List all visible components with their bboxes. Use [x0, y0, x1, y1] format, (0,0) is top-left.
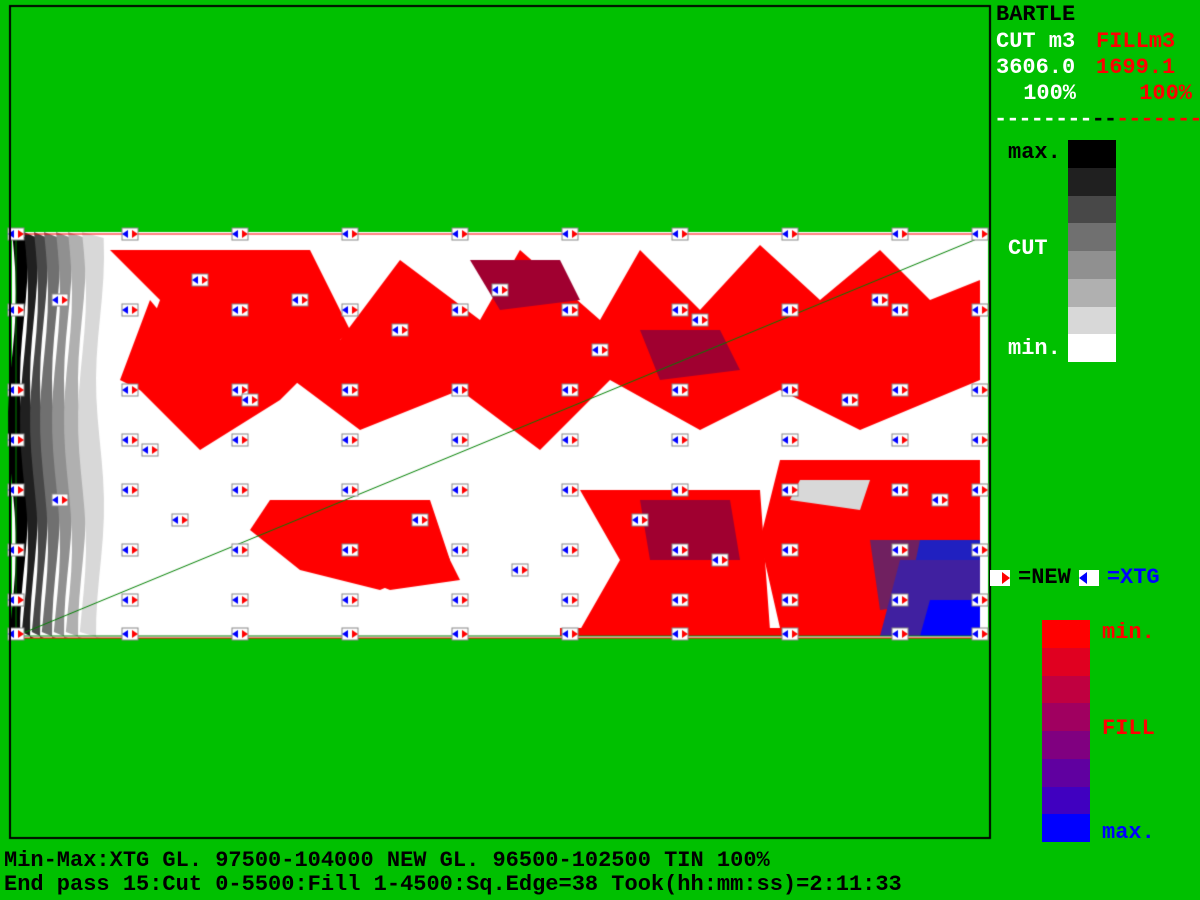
fill-scale-bar	[1042, 620, 1090, 842]
xtg-marker-icon	[1077, 568, 1101, 588]
cut-label: CUT m3	[996, 29, 1096, 55]
new-marker-icon	[988, 568, 1012, 588]
fill-percent: 100%	[1096, 81, 1196, 107]
fill-label: FILLm3	[1096, 29, 1175, 55]
cut-scale-max: max.	[1008, 140, 1061, 165]
cut-scale-bar	[1068, 140, 1116, 362]
fill-value: 1699.1	[1096, 55, 1175, 81]
cut-scale-min: min.	[1008, 336, 1061, 361]
xtg-marker-label: =XTG	[1107, 565, 1160, 590]
status-line-2: End pass 15:Cut 0-5500:Fill 1-4500:Sq.Ed…	[4, 872, 902, 897]
cut-scale-mid: CUT	[1008, 236, 1048, 261]
divider-dashes: -----------------	[992, 107, 1200, 132]
project-title: BARTLE	[992, 0, 1200, 29]
marker-legend: =NEW =XTG	[988, 565, 1160, 590]
cut-value: 3606.0	[996, 55, 1096, 81]
fill-scale-min: min.	[1102, 620, 1155, 645]
fill-scale-max: max.	[1102, 820, 1155, 845]
status-line-1: Min-Max:XTG GL. 97500-104000 NEW GL. 965…	[4, 848, 770, 873]
cut-percent: 100%	[996, 81, 1096, 107]
new-marker-label: =NEW	[1018, 565, 1071, 590]
side-panel: BARTLE CUT m3 FILLm3 3606.0 1699.1 100% …	[992, 0, 1200, 371]
cut-scale: max. CUT min.	[992, 136, 1200, 371]
fill-scale-mid: FILL	[1102, 716, 1155, 741]
